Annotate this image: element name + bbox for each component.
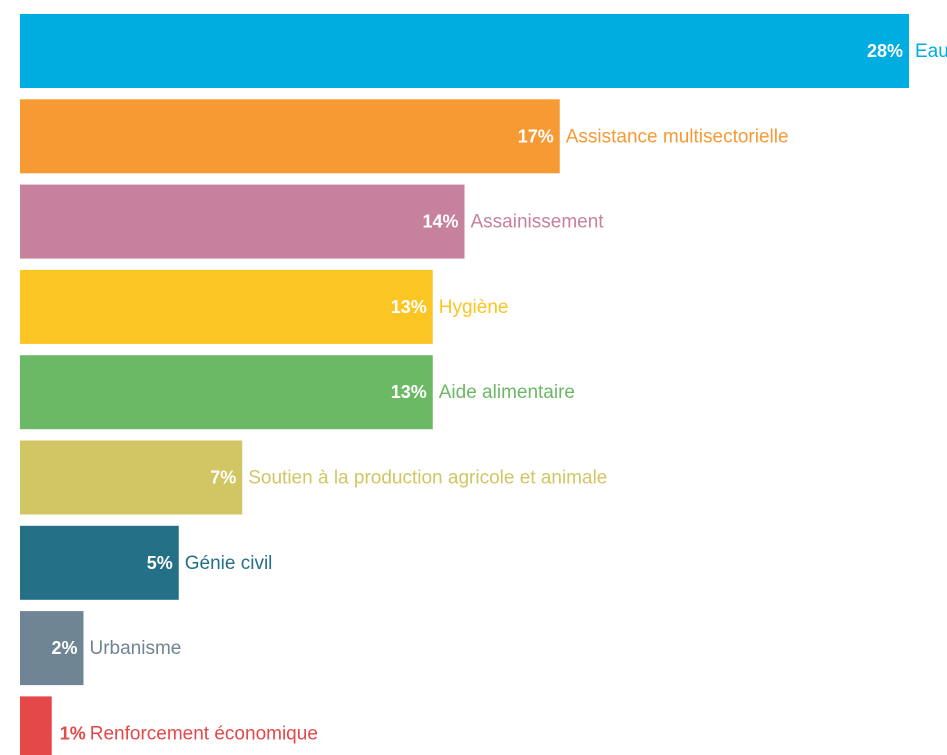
bar-group: 7% Soutien à la production agricole et an… [20,440,607,515]
bar-category-label: Hygiène [439,297,509,318]
bar [20,184,465,259]
bar-value-label: 2% [51,638,77,658]
bar-category-label: Eau [915,41,947,62]
bar-value-label: 28% [867,41,903,61]
bar [20,696,52,755]
bar [20,355,433,430]
bar-group: 13% Aide alimentaire [20,355,575,430]
bar-category-label: Soutien à la production agricole et anim… [248,468,607,489]
bar [20,14,909,88]
bar-group: 17% Assistance multisectorielle [20,99,789,174]
bar [20,99,560,174]
bar [20,611,84,686]
bar-category-label: Génie civil [185,553,273,574]
bar-group: 28% Eau [20,14,947,88]
bar-category-label: Assainissement [471,212,605,233]
bar-value-label: 13% [391,382,427,402]
bar-group: 5% Génie civil [20,525,273,600]
bar-value-label: 14% [422,212,458,232]
bar-category-label: Assistance multisectorielle [566,126,789,147]
bar [20,269,433,344]
bar [20,525,179,600]
bar-group: 13% Hygiène [20,269,509,344]
bar-category-label: Renforcement économique [90,723,318,744]
bar [20,440,243,515]
bar-value-label: 13% [391,297,427,317]
bar-group: 1% Renforcement économique [20,696,318,755]
bar-value-label: 1% [60,723,86,743]
bar-value-label: 7% [210,468,236,488]
bar-category-label: Urbanisme [90,638,182,659]
bar-value-label: 17% [518,126,554,146]
bar-value-label: 5% [147,553,173,573]
bar-group: 14% Assainissement [20,184,605,259]
bar-category-label: Aide alimentaire [439,382,575,403]
bar-group: 2% Urbanisme [20,611,182,686]
